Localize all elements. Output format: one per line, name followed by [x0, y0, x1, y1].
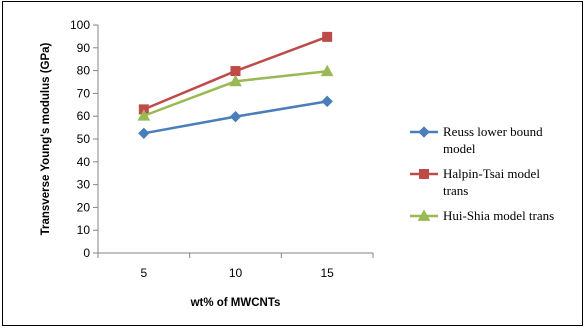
- y-tick-label: 90: [77, 41, 91, 55]
- legend-marker-2: [417, 209, 431, 221]
- legend-marker-1: [419, 169, 429, 179]
- y-tick-label: 10: [77, 223, 91, 237]
- data-point-series-2: [320, 64, 334, 77]
- legend-label-1: trans: [443, 183, 468, 198]
- y-tick-label: 100: [70, 18, 90, 32]
- data-point-series-2: [137, 109, 151, 121]
- legend-label-2: Hui-Shia model trans: [443, 208, 554, 223]
- legend-label-0: model: [443, 141, 476, 156]
- legend-label-1: Halpin-Tsai model: [443, 166, 540, 181]
- legend-marker-0: [418, 126, 430, 138]
- y-tick-label: 40: [77, 155, 91, 169]
- data-point-series-2: [229, 74, 242, 87]
- y-axis-title: Transverse Young's modulus (GPa): [40, 42, 52, 235]
- y-tick-label: 30: [77, 178, 91, 192]
- data-point-series-1: [322, 31, 333, 42]
- y-tick-label: 20: [77, 200, 91, 214]
- y-tick-label: 50: [77, 132, 91, 146]
- data-point-series-0: [229, 110, 242, 123]
- y-tick-label: 80: [77, 64, 91, 78]
- x-tick-label: 5: [140, 266, 147, 280]
- x-tick-label: 15: [320, 266, 334, 280]
- x-tick-label: 10: [229, 266, 243, 280]
- y-tick-label: 70: [77, 86, 91, 100]
- chart-frame: [2, 1, 583, 326]
- x-axis-title: wt% of MWCNTs: [190, 297, 281, 309]
- data-point-series-0: [138, 127, 150, 140]
- data-point-series-1: [230, 66, 241, 77]
- y-tick-label: 0: [83, 246, 90, 260]
- data-point-series-0: [321, 95, 333, 108]
- y-tick-label: 60: [77, 109, 91, 123]
- legend-label-0: Reuss lower bound: [443, 124, 543, 139]
